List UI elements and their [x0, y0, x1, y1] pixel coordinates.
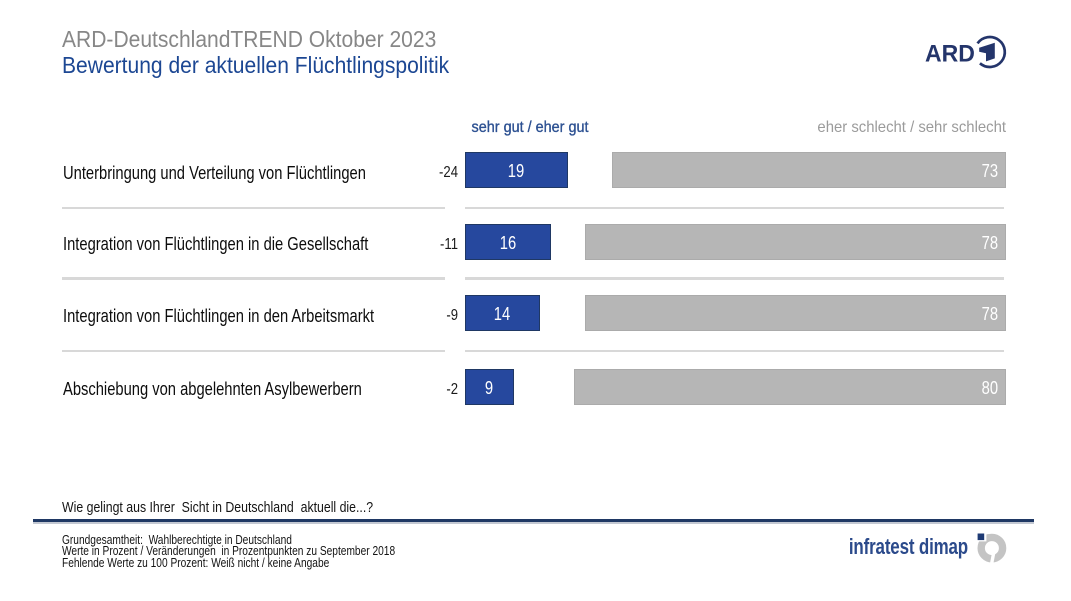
svg-text:ARD: ARD [925, 40, 975, 68]
